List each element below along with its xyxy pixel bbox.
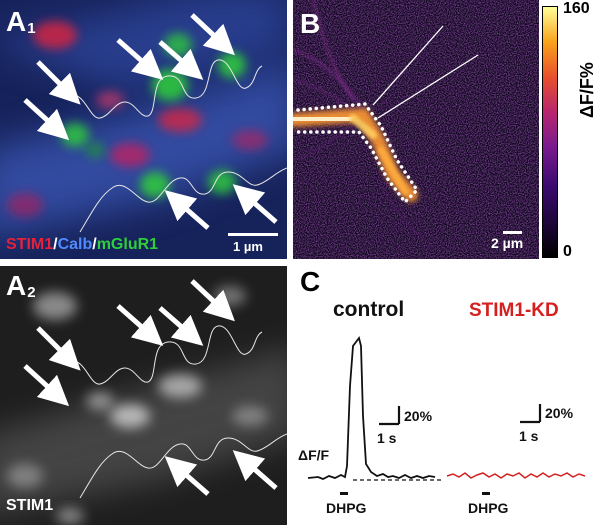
- panel-label-a1: A1: [6, 6, 36, 37]
- colorbar-label: ΔF/F%: [577, 62, 597, 118]
- arrow-a2-7: [232, 450, 278, 490]
- arrow-a2-3: [116, 304, 164, 346]
- trace-control: [307, 335, 436, 480]
- arrow-a1-2: [23, 98, 70, 141]
- scale-bar-b: [503, 231, 522, 234]
- colorbar-min: 0: [563, 243, 572, 260]
- colorbar-max: 160: [563, 0, 590, 17]
- scale-y-kd: 20%: [545, 405, 574, 421]
- scale-y-control: 20%: [404, 408, 433, 424]
- panel-label-b: B: [300, 8, 321, 39]
- stain-legend: STIM1/Calb/mGluR1: [6, 236, 158, 254]
- panel-a1-micrograph: A1 STIM1/Calb/mGluR1 1 µm: [0, 0, 287, 259]
- channel-label-a2: STIM1: [6, 497, 54, 514]
- stain-mglur1: mGluR1: [96, 236, 159, 253]
- arrow-a2-1: [36, 326, 81, 371]
- stimulus-label-kd: DHPG: [468, 500, 509, 516]
- colorbar: [542, 6, 558, 258]
- label-stim1-kd: STIM1-KD: [469, 300, 559, 321]
- scale-label-b: 2 µm: [491, 235, 524, 251]
- panel-letter-a2: A: [6, 270, 27, 301]
- stimulus-label-control: DHPG: [326, 500, 367, 516]
- arrow-a2-2: [23, 364, 70, 407]
- panel-a2-micrograph: A2 STIM1: [0, 266, 287, 525]
- panel-c-traces: C control STIM1-KD ΔF/F 20% 1 s 20% 1 s …: [293, 266, 598, 525]
- arrow-a1-3: [116, 38, 164, 80]
- scale-x-control: 1 s: [377, 430, 397, 446]
- trace-stim1-kd: [446, 472, 586, 479]
- label-control: control: [333, 298, 405, 321]
- arrow-a1-6: [164, 190, 210, 230]
- stain-stim1: STIM1: [6, 236, 54, 253]
- scale-label-a1: 1 µm: [233, 239, 263, 254]
- stimulus-bar-control: [340, 492, 348, 495]
- arrow-a1-1: [36, 60, 81, 105]
- stain-sep-2: /: [92, 236, 97, 253]
- panel-label-c: C: [300, 266, 321, 297]
- stimulus-bar-kd: [482, 492, 490, 495]
- stain-sep-1: /: [53, 236, 58, 253]
- panel-letter-a1: A: [6, 6, 27, 37]
- arrow-a2-5: [190, 279, 235, 322]
- scale-bar-a1: [228, 233, 278, 236]
- arrow-a1-7: [232, 184, 278, 224]
- panel-sub-a1: 1: [27, 20, 36, 37]
- y-axis-label: ΔF/F: [298, 447, 330, 463]
- arrow-a1-4: [158, 40, 204, 80]
- panel-b-heatmap: B 2 µm: [293, 0, 539, 259]
- scale-x-kd: 1 s: [519, 428, 539, 444]
- arrow-a2-6: [164, 456, 210, 496]
- arrow-a2-4: [158, 306, 204, 346]
- panel-label-a2: A2: [6, 270, 36, 301]
- arrow-a1-5: [190, 13, 235, 56]
- stain-calb: Calb: [57, 236, 93, 253]
- panel-sub-a2: 2: [27, 284, 36, 301]
